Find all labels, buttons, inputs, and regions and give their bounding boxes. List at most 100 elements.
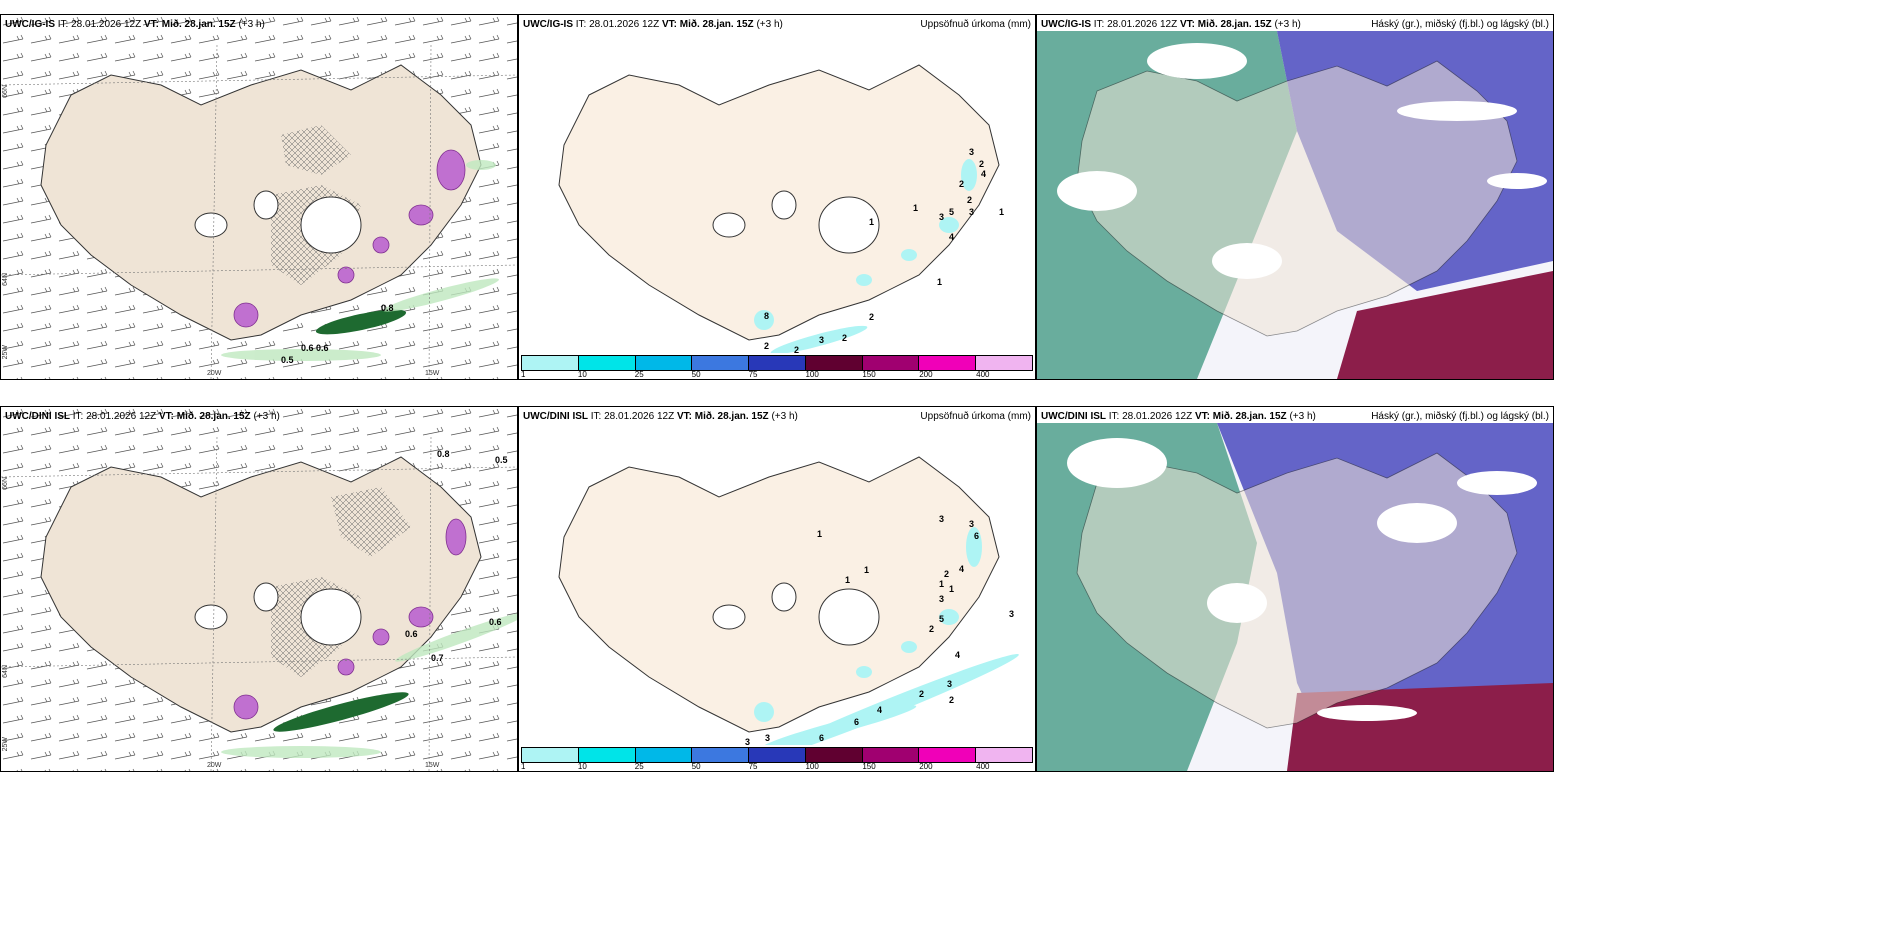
lon-tick: 15W xyxy=(425,762,440,769)
colorbar-label: 50 xyxy=(691,762,701,771)
precip-value: 3 xyxy=(765,733,770,743)
panel-header: UWC/IG-IS IT: 28.01.2026 12Z VT: Mið. 28… xyxy=(1041,19,1549,30)
init-time: IT: 28.01.2026 12Z xyxy=(57,19,142,30)
lat-tick: 64N xyxy=(2,665,9,678)
precip-value: 2 xyxy=(919,689,924,699)
colorbar-swatch xyxy=(805,356,863,370)
colorbar-label: 25 xyxy=(634,762,644,771)
precip-value: 6 xyxy=(974,531,979,541)
lead-time: (+3 h) xyxy=(253,411,280,422)
colorbar-swatch xyxy=(919,356,977,370)
valid-time: Mið. 28.jan. 15Z xyxy=(1197,19,1272,30)
precip-map[interactable]: 3 2 4 2 5 3 2 3 1 4 1 1 1 2 2 3 8 2 2 xyxy=(519,15,1035,353)
precip-value: 1 xyxy=(817,529,822,539)
colorbar-swatch xyxy=(635,748,693,762)
panel-header: UWC/DINI ISL IT: 28.01.2026 12Z VT: Mið.… xyxy=(1041,411,1549,422)
value-label: 0.6 xyxy=(301,343,314,353)
precip-value: 5 xyxy=(939,614,944,624)
model-name: UWC/DINI ISL xyxy=(5,411,70,422)
precip-value: 4 xyxy=(959,564,964,574)
cloud-map[interactable] xyxy=(1037,423,1553,771)
vt-prefix: VT: xyxy=(676,411,692,422)
precip-value: 3 xyxy=(819,335,824,345)
colorbar-swatch xyxy=(692,356,750,370)
vt-prefix: VT: xyxy=(1194,411,1210,422)
precip-value: 2 xyxy=(929,624,934,634)
colorbar-swatches xyxy=(521,747,1033,763)
colorbar-swatch xyxy=(976,356,1033,370)
init-time: IT: 28.01.2026 12Z xyxy=(1093,19,1178,30)
colorbar-label: 50 xyxy=(691,370,701,379)
panel-header: UWC/IG-IS IT: 28.01.2026 12Z VT: Mið. 28… xyxy=(5,19,513,30)
colorbar-label: 100 xyxy=(805,762,819,771)
colorbar-labels: 1 10 25 50 75 100 150 200 400 xyxy=(521,370,1033,379)
value-label: 0.6 xyxy=(405,629,418,639)
value-label: 0.6 xyxy=(489,617,502,627)
precip-value: 2 xyxy=(967,195,972,205)
init-time: IT: 28.01.2026 12Z xyxy=(72,411,157,422)
panel-title: Háský (gr.), miðský (fj.bl.) og lágský (… xyxy=(1371,19,1549,30)
lat-tick: 25W xyxy=(2,737,9,752)
precip-map[interactable]: 3 3 6 4 2 1 1 3 5 2 3 3 4 2 2 6 4 3 6 3 xyxy=(519,407,1035,745)
colorbar-swatch xyxy=(692,748,750,762)
precip-value: 5 xyxy=(949,207,954,217)
lon-tick: 15W xyxy=(425,370,440,377)
colorbar-swatch xyxy=(522,356,579,370)
precip-value: 3 xyxy=(939,594,944,604)
colorbar-labels: 1 10 25 50 75 100 150 200 400 xyxy=(521,762,1033,771)
init-time: IT: 28.01.2026 12Z xyxy=(1108,411,1193,422)
panel-header: UWC/DINI ISL IT: 28.01.2026 12Z VT: Mið.… xyxy=(523,411,1031,422)
precip-value: 3 xyxy=(939,212,944,222)
vt-prefix: VT: xyxy=(158,411,174,422)
precip-value: 1 xyxy=(845,575,850,585)
precip-value: 1 xyxy=(869,217,874,227)
precip-value: 1 xyxy=(949,584,954,594)
precip-value: 3 xyxy=(745,737,750,745)
lat-tick: 64N xyxy=(2,273,9,286)
valid-time: Mið. 28.jan. 15Z xyxy=(679,19,754,30)
precip-value: 2 xyxy=(764,341,769,351)
colorbar-label: 150 xyxy=(862,762,876,771)
wind-map[interactable]: 0.8 0.6 0.5 0.6 xyxy=(1,15,517,379)
model-name: UWC/IG-IS xyxy=(1041,19,1091,30)
lead-time: (+3 h) xyxy=(1289,411,1316,422)
precip-value: 3 xyxy=(947,679,952,689)
panel-title: Uppsöfnuð úrkoma (mm) xyxy=(920,19,1031,30)
precip-value: 1 xyxy=(999,207,1004,217)
panel-clouds-row1: UWC/IG-IS IT: 28.01.2026 12Z VT: Mið. 28… xyxy=(1036,14,1554,380)
value-label: 0.8 xyxy=(381,303,394,313)
model-name: UWC/IG-IS xyxy=(5,19,55,30)
cloud-map[interactable] xyxy=(1037,31,1553,379)
precip-value: 2 xyxy=(979,159,984,169)
colorbar-label: 25 xyxy=(634,370,644,379)
model-name: UWC/IG-IS xyxy=(523,19,573,30)
precip-value: 1 xyxy=(937,277,942,287)
precip-value: 3 xyxy=(969,519,974,529)
precip-value: 3 xyxy=(939,514,944,524)
wind-map[interactable]: 0.8 0.5 0.6 0.7 0.6 xyxy=(1,407,517,771)
panel-header: UWC/DINI ISL IT: 28.01.2026 12Z VT: Mið.… xyxy=(5,411,513,422)
colorbar-swatch xyxy=(805,748,863,762)
lat-tick: 25W xyxy=(2,345,9,360)
colorbar-swatch xyxy=(976,748,1033,762)
precip-value: 2 xyxy=(842,333,847,343)
precip-value: 2 xyxy=(959,179,964,189)
lon-tick: 20W xyxy=(207,370,222,377)
lead-time: (+3 h) xyxy=(756,19,783,30)
colorbar-label: 400 xyxy=(976,370,990,379)
init-time: IT: 28.01.2026 12Z xyxy=(590,411,675,422)
value-label: 0.6 xyxy=(316,343,329,353)
colorbar-label: 100 xyxy=(805,370,819,379)
model-name: UWC/DINI ISL xyxy=(1041,411,1106,422)
init-time: IT: 28.01.2026 12Z xyxy=(575,19,660,30)
colorbar-label: 1 xyxy=(521,762,526,771)
lon-tick: 20W xyxy=(207,762,222,769)
valid-time: Mið. 28.jan. 15Z xyxy=(161,19,236,30)
panel-precip-row2: UWC/DINI ISL IT: 28.01.2026 12Z VT: Mið.… xyxy=(518,406,1036,772)
value-label: 0.7 xyxy=(431,653,444,663)
panel-wind-row2: UWC/DINI ISL IT: 28.01.2026 12Z VT: Mið.… xyxy=(0,406,518,772)
colorbar-swatch xyxy=(635,356,693,370)
precip-value: 6 xyxy=(819,733,824,743)
precip-value: 8 xyxy=(764,311,769,321)
colorbar-swatch xyxy=(522,748,579,762)
